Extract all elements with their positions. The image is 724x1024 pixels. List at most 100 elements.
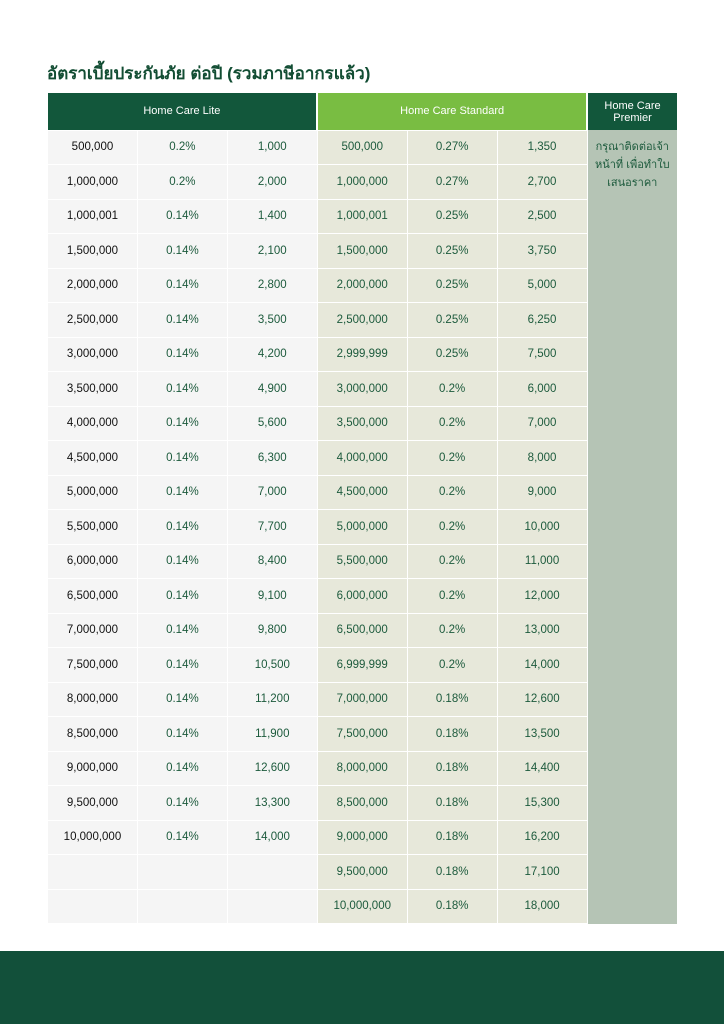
standard-cell: 0.25% [406, 233, 498, 269]
lite-cell [226, 854, 318, 890]
standard-cell: 10,000,000 [316, 888, 408, 924]
table-row: 3,000,000 0.14% 4,200 2,999,999 0.25% 7,500 [47, 336, 678, 372]
table-row: 5,500,000 0.14% 7,700 5,000,000 0.2% 10,000 [47, 509, 678, 545]
standard-cell: 0.18% [406, 888, 498, 924]
standard-cell: 5,000 [496, 267, 588, 303]
standard-cell: 3,000,000 [316, 371, 408, 407]
lite-cell: 1,400 [226, 198, 318, 234]
lite-cell: 7,000,000 [47, 612, 138, 648]
lite-cell: 0.14% [136, 785, 228, 821]
lite-cell: 5,600 [226, 405, 318, 441]
standard-cell: 5,000,000 [316, 509, 408, 545]
standard-cell: 0.25% [406, 198, 498, 234]
standard-cell: 13,500 [496, 716, 588, 752]
lite-cell: 9,000,000 [47, 750, 138, 786]
table-row: 7,500,000 0.14% 10,500 6,999,999 0.2% 14,000 [47, 647, 678, 683]
lite-cell: 6,300 [226, 440, 318, 476]
standard-cell: 9,000 [496, 474, 588, 510]
premier-note: กรุณาติดต่อเจ้าหน้าที่ เพื่อทำใบเสนอราคา [587, 130, 677, 924]
lite-cell: 0.14% [136, 612, 228, 648]
standard-cell: 0.18% [406, 819, 498, 855]
standard-cell: 0.2% [406, 509, 498, 545]
lite-cell: 1,500,000 [47, 233, 138, 269]
lite-cell: 11,200 [226, 681, 318, 717]
table-row: 9,000,000 0.14% 12,600 8,000,000 0.18% 14,400 [47, 750, 678, 786]
lite-cell: 0.14% [136, 509, 228, 545]
lite-cell [136, 854, 228, 890]
header-home-care-standard: Home Care Standard [317, 93, 589, 130]
standard-cell: 0.2% [406, 543, 498, 579]
lite-cell: 6,000,000 [47, 543, 138, 579]
lite-cell: 11,900 [226, 716, 318, 752]
lite-cell: 2,100 [226, 233, 318, 269]
lite-cell: 0.14% [136, 543, 228, 579]
standard-cell: 1,500,000 [316, 233, 408, 269]
lite-cell [226, 888, 318, 924]
table-row: 1,000,001 0.14% 1,400 1,000,001 0.25% 2,500 [47, 198, 678, 234]
table-row: 7,000,000 0.14% 9,800 6,500,000 0.2% 13,000 [47, 612, 678, 648]
lite-cell: 2,500,000 [47, 302, 138, 338]
standard-cell: 2,000,000 [316, 267, 408, 303]
lite-cell: 0.14% [136, 440, 228, 476]
standard-cell: 12,000 [496, 578, 588, 614]
standard-cell: 16,200 [496, 819, 588, 855]
lite-cell: 0.14% [136, 336, 228, 372]
lite-cell: 8,000,000 [47, 681, 138, 717]
standard-cell: 8,000,000 [316, 750, 408, 786]
table-row: 2,500,000 0.14% 3,500 2,500,000 0.25% 6,250 [47, 302, 678, 338]
standard-cell: 0.2% [406, 440, 498, 476]
standard-cell: 0.2% [406, 578, 498, 614]
standard-cell: 0.2% [406, 474, 498, 510]
standard-cell: 0.27% [406, 129, 498, 165]
standard-cell: 9,500,000 [316, 854, 408, 890]
standard-cell: 0.25% [406, 302, 498, 338]
lite-cell: 1,000 [226, 129, 318, 165]
lite-cell: 4,000,000 [47, 405, 138, 441]
standard-cell: 0.2% [406, 647, 498, 683]
lite-cell: 9,800 [226, 612, 318, 648]
standard-cell: 3,500,000 [316, 405, 408, 441]
table-row: 10,000,000 0.18% 18,000 [47, 888, 678, 924]
standard-cell: 0.25% [406, 336, 498, 372]
lite-cell: 2,000,000 [47, 267, 138, 303]
lite-cell: 8,400 [226, 543, 318, 579]
standard-cell: 9,000,000 [316, 819, 408, 855]
lite-cell: 1,000,000 [47, 164, 138, 200]
lite-cell: 0.14% [136, 681, 228, 717]
standard-cell: 10,000 [496, 509, 588, 545]
lite-cell: 10,000,000 [47, 819, 138, 855]
table-row: 4,000,000 0.14% 5,600 3,500,000 0.2% 7,000 [47, 405, 678, 441]
lite-cell: 5,500,000 [47, 509, 138, 545]
standard-cell: 7,500 [496, 336, 588, 372]
header-home-care-premier: Home Care Premier [587, 93, 677, 130]
header-home-care-lite: Home Care Lite [47, 93, 319, 130]
table-row: 8,000,000 0.14% 11,200 7,000,000 0.18% 12,600 [47, 681, 678, 717]
lite-cell: 500,000 [47, 129, 138, 165]
lite-cell: 0.14% [136, 750, 228, 786]
standard-cell: 7,500,000 [316, 716, 408, 752]
lite-cell: 3,500,000 [47, 371, 138, 407]
lite-cell: 10,500 [226, 647, 318, 683]
standard-cell: 0.27% [406, 164, 498, 200]
lite-cell: 0.14% [136, 819, 228, 855]
standard-cell: 0.25% [406, 267, 498, 303]
premium-rate-table: Home Care Lite Home Care Standard Home C… [47, 93, 677, 924]
standard-cell: 0.2% [406, 612, 498, 648]
lite-cell: 5,000,000 [47, 474, 138, 510]
standard-cell: 17,100 [496, 854, 588, 890]
lite-cell: 0.14% [136, 716, 228, 752]
table-row: 9,500,000 0.14% 13,300 8,500,000 0.18% 15,300 [47, 785, 678, 821]
lite-cell: 0.14% [136, 302, 228, 338]
standard-cell: 0.2% [406, 371, 498, 407]
page-title: อัตราเบี้ยประกันภัย ต่อปี (รวมภาษีอากรแล… [47, 64, 371, 83]
lite-cell: 3,000,000 [47, 336, 138, 372]
lite-cell: 0.14% [136, 474, 228, 510]
lite-cell: 2,000 [226, 164, 318, 200]
lite-cell: 0.14% [136, 267, 228, 303]
standard-cell: 7,000 [496, 405, 588, 441]
table-row: 3,500,000 0.14% 4,900 3,000,000 0.2% 6,000 [47, 371, 678, 407]
lite-cell: 0.14% [136, 371, 228, 407]
standard-cell: 15,300 [496, 785, 588, 821]
standard-cell: 14,400 [496, 750, 588, 786]
table-row: 8,500,000 0.14% 11,900 7,500,000 0.18% 13,500 [47, 716, 678, 752]
